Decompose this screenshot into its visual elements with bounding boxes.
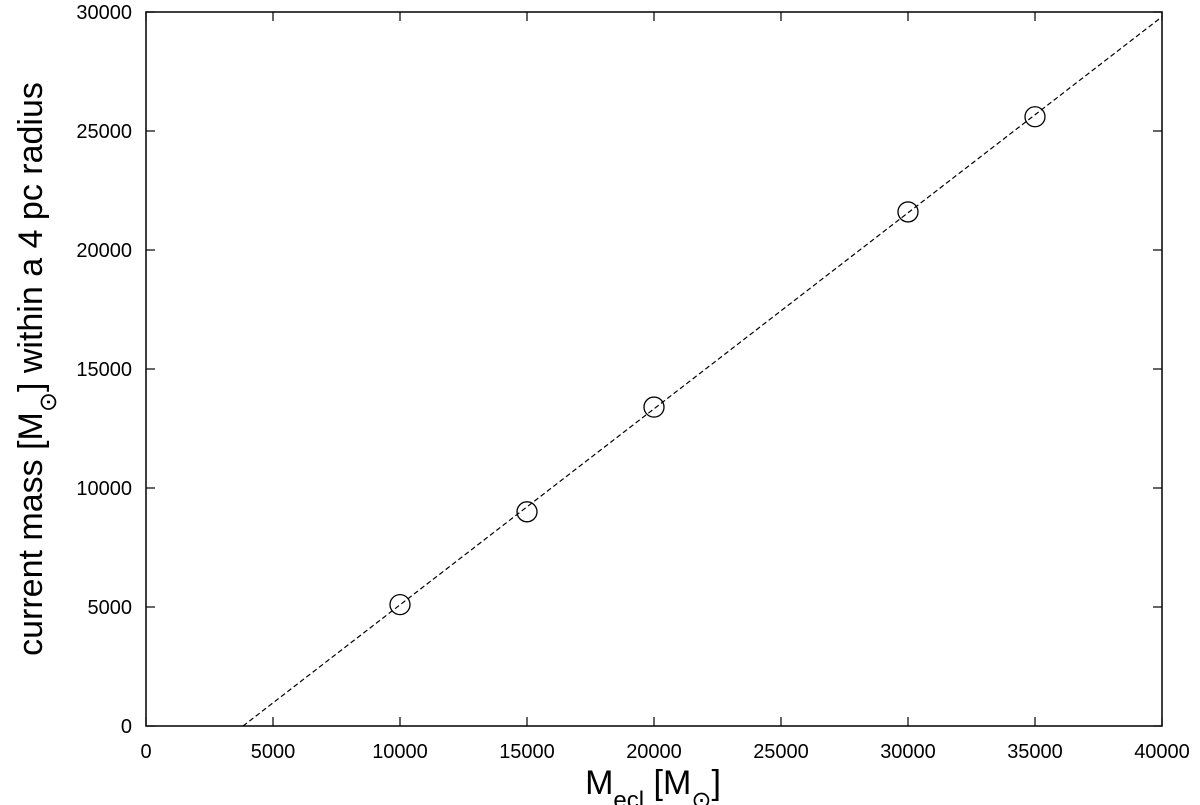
x-tick-label: 40000 [1134,741,1190,763]
x-tick-label: 10000 [372,741,428,763]
x-axis-label: Mecl [M⊙] [585,764,721,805]
x-tick-label: 0 [140,741,151,763]
ylabel-part: ] within a 4 pc radius [12,82,50,392]
y-tick-label: 25000 [76,121,132,143]
x-tick-label: 15000 [499,741,555,763]
fit-line [242,16,1163,727]
ylabel-part: current mass [M [12,412,50,656]
y-tick-label: 10000 [76,478,132,500]
data-point [389,593,411,616]
y-tick-label: 20000 [76,240,132,262]
data-point [897,201,919,223]
y-tick-label: 0 [121,716,132,738]
y-axis-label: current mass [M⊙] within a 4 pc radius [12,82,62,656]
y-tick-label: 5000 [88,597,133,619]
xlabel-part: ecl [613,787,644,805]
xlabel-part: ⊙ [691,787,711,805]
x-tick-label: 20000 [626,741,682,763]
data-point [516,501,538,523]
x-tick-label: 5000 [251,741,296,763]
x-tick-label: 30000 [880,741,936,763]
xlabel-part: ] [711,764,720,802]
plot-frame [145,11,1163,727]
y-tick-label: 30000 [76,2,132,24]
data-point [643,396,665,418]
data-point [1024,106,1046,128]
x-tick-label: 25000 [753,741,809,763]
x-tick-label: 35000 [1007,741,1063,763]
xlabel-part: M [585,764,613,802]
ylabel-part: ⊙ [35,392,62,412]
y-tick-label: 15000 [76,359,132,381]
xlabel-part: [M [644,764,691,802]
